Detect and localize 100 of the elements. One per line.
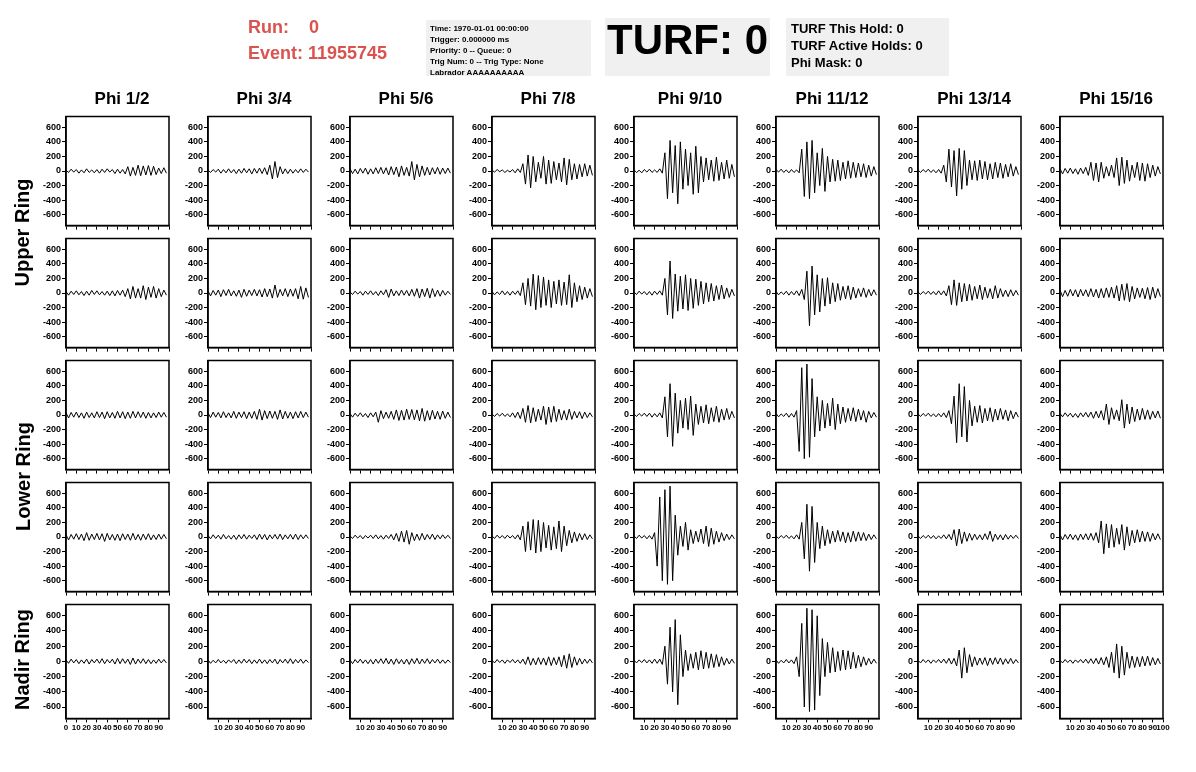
y-tick-label: 0 (623, 165, 629, 176)
y-tick-label: 200 (613, 150, 629, 161)
y-tick-label: 200 (471, 272, 487, 283)
y-tick-label: -200 (184, 671, 203, 682)
y-tick-label: 400 (613, 625, 629, 636)
y-tick-label: 0 (197, 287, 203, 298)
y-tick-label: -400 (1036, 686, 1055, 697)
y-tick-label: 400 (45, 136, 61, 147)
y-tick-label: -400 (610, 194, 629, 205)
x-tick-label: 40 (670, 723, 681, 733)
y-tick-label: -600 (894, 453, 913, 464)
x-tick-label: 80 (853, 723, 864, 733)
y-tick-label: -400 (610, 438, 629, 449)
x-tick-label: 50 (397, 723, 407, 733)
text: Trigger: 0.000000 ms (430, 34, 511, 45)
x-tick-label: 30 (944, 723, 954, 733)
x-tick-label: 60 (833, 723, 843, 733)
y-tick-label: 200 (329, 150, 345, 161)
y-tick-label: -400 (326, 316, 345, 327)
x-tick-label: 70 (701, 723, 712, 733)
y-tick-label: -400 (752, 560, 771, 571)
x-tick-label: 60 (549, 723, 559, 733)
y-tick-label: 0 (481, 287, 487, 298)
y-tick-label: 200 (613, 516, 629, 527)
y-tick-label: -600 (42, 209, 61, 220)
y-tick-label: 0 (907, 531, 913, 542)
y-tick-label: 400 (1039, 380, 1055, 391)
x-tick-label: 10 (213, 723, 224, 733)
y-tick-label: 0 (339, 655, 345, 666)
y-tick-label: 400 (329, 380, 345, 391)
x-tick-label: 90 (864, 723, 874, 733)
x-tick-label: 20 (650, 723, 660, 733)
y-tick-label: -200 (468, 671, 487, 682)
y-tick-label: 400 (471, 380, 487, 391)
y-tick-label: 0 (1049, 655, 1055, 666)
y-tick-label: -200 (1036, 671, 1055, 682)
x-tick-label: 70 (275, 723, 286, 733)
y-tick-label: 600 (329, 610, 345, 621)
y-tick-label: 0 (197, 531, 203, 542)
y-tick-label: -400 (610, 316, 629, 327)
y-tick-label: 200 (329, 516, 345, 527)
y-tick-label: -400 (894, 194, 913, 205)
y-tick-label: 600 (755, 610, 771, 621)
y-tick-label: -400 (1036, 194, 1055, 205)
y-tick-label: 200 (471, 640, 487, 651)
y-tick-label: 0 (623, 287, 629, 298)
y-tick-label: 0 (1049, 409, 1055, 420)
y-tick-label: -400 (184, 194, 203, 205)
x-tick-label: 50 (965, 723, 975, 733)
y-tick-label: 600 (187, 365, 203, 376)
y-tick-label: 600 (897, 121, 913, 132)
x-tick-label: 10 (355, 723, 366, 733)
y-tick-label: 200 (755, 272, 771, 283)
x-tick-label: 60 (1117, 723, 1127, 733)
y-tick-label: 600 (613, 365, 629, 376)
y-tick-label: 0 (1049, 287, 1055, 298)
x-tick-label: 90 (1148, 723, 1158, 733)
y-tick-label: 0 (197, 409, 203, 420)
y-tick-label: 400 (329, 502, 345, 513)
y-tick-label: 600 (187, 121, 203, 132)
y-tick-label: -600 (610, 575, 629, 586)
y-tick-label: -200 (184, 546, 203, 557)
y-tick-label: 200 (471, 150, 487, 161)
y-tick-label: 400 (471, 625, 487, 636)
y-tick-label: -200 (752, 302, 771, 313)
y-tick-label: -600 (894, 331, 913, 342)
y-tick-label: 0 (907, 287, 913, 298)
x-tick-label: 50 (823, 723, 833, 733)
y-tick-label: -400 (326, 686, 345, 697)
y-tick-label: 200 (897, 640, 913, 651)
y-tick-label: -400 (184, 438, 203, 449)
y-tick-label: 0 (481, 531, 487, 542)
y-tick-label: -600 (894, 209, 913, 220)
y-tick-label: 400 (613, 380, 629, 391)
y-tick-label: -600 (184, 209, 203, 220)
y-tick-label: -400 (468, 686, 487, 697)
y-tick-label: -400 (42, 194, 61, 205)
y-tick-label: -200 (894, 302, 913, 313)
x-tick-label: 40 (386, 723, 397, 733)
y-tick-label: -200 (894, 424, 913, 435)
y-tick-label: 200 (755, 516, 771, 527)
x-tick-label: 10 (71, 723, 82, 733)
y-tick-label: -200 (184, 180, 203, 191)
y-tick-label: 600 (613, 121, 629, 132)
y-tick-label: 400 (187, 258, 203, 269)
x-tick-label: 70 (559, 723, 570, 733)
y-tick-label: -200 (468, 424, 487, 435)
y-tick-label: 400 (187, 502, 203, 513)
y-tick-label: 600 (755, 243, 771, 254)
y-tick-label: 400 (613, 136, 629, 147)
chart-title: Phi 13/14 (936, 88, 1012, 110)
chart-title: Phi 15/16 (1078, 88, 1154, 110)
y-tick-label: -400 (894, 560, 913, 571)
y-tick-label: -200 (468, 546, 487, 557)
y-tick-label: -400 (752, 194, 771, 205)
y-tick-label: 200 (613, 272, 629, 283)
x-tick-label: 10 (497, 723, 508, 733)
text: Phi Mask: 0 (791, 54, 864, 71)
y-tick-label: -400 (42, 316, 61, 327)
y-tick-label: 200 (1039, 272, 1055, 283)
